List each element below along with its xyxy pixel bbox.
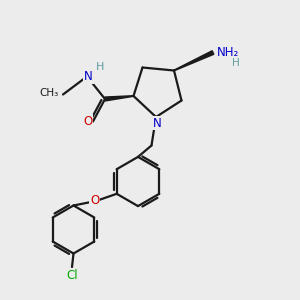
Text: N: N <box>153 116 162 130</box>
Polygon shape <box>105 96 134 101</box>
Polygon shape <box>174 51 214 71</box>
Text: CH₃: CH₃ <box>39 88 58 98</box>
Text: H: H <box>232 58 239 68</box>
Text: N: N <box>84 70 93 83</box>
Text: Cl: Cl <box>66 268 78 282</box>
Text: O: O <box>83 115 92 128</box>
Text: O: O <box>90 194 99 207</box>
Text: H: H <box>95 62 104 72</box>
Text: NH₂: NH₂ <box>217 46 239 59</box>
